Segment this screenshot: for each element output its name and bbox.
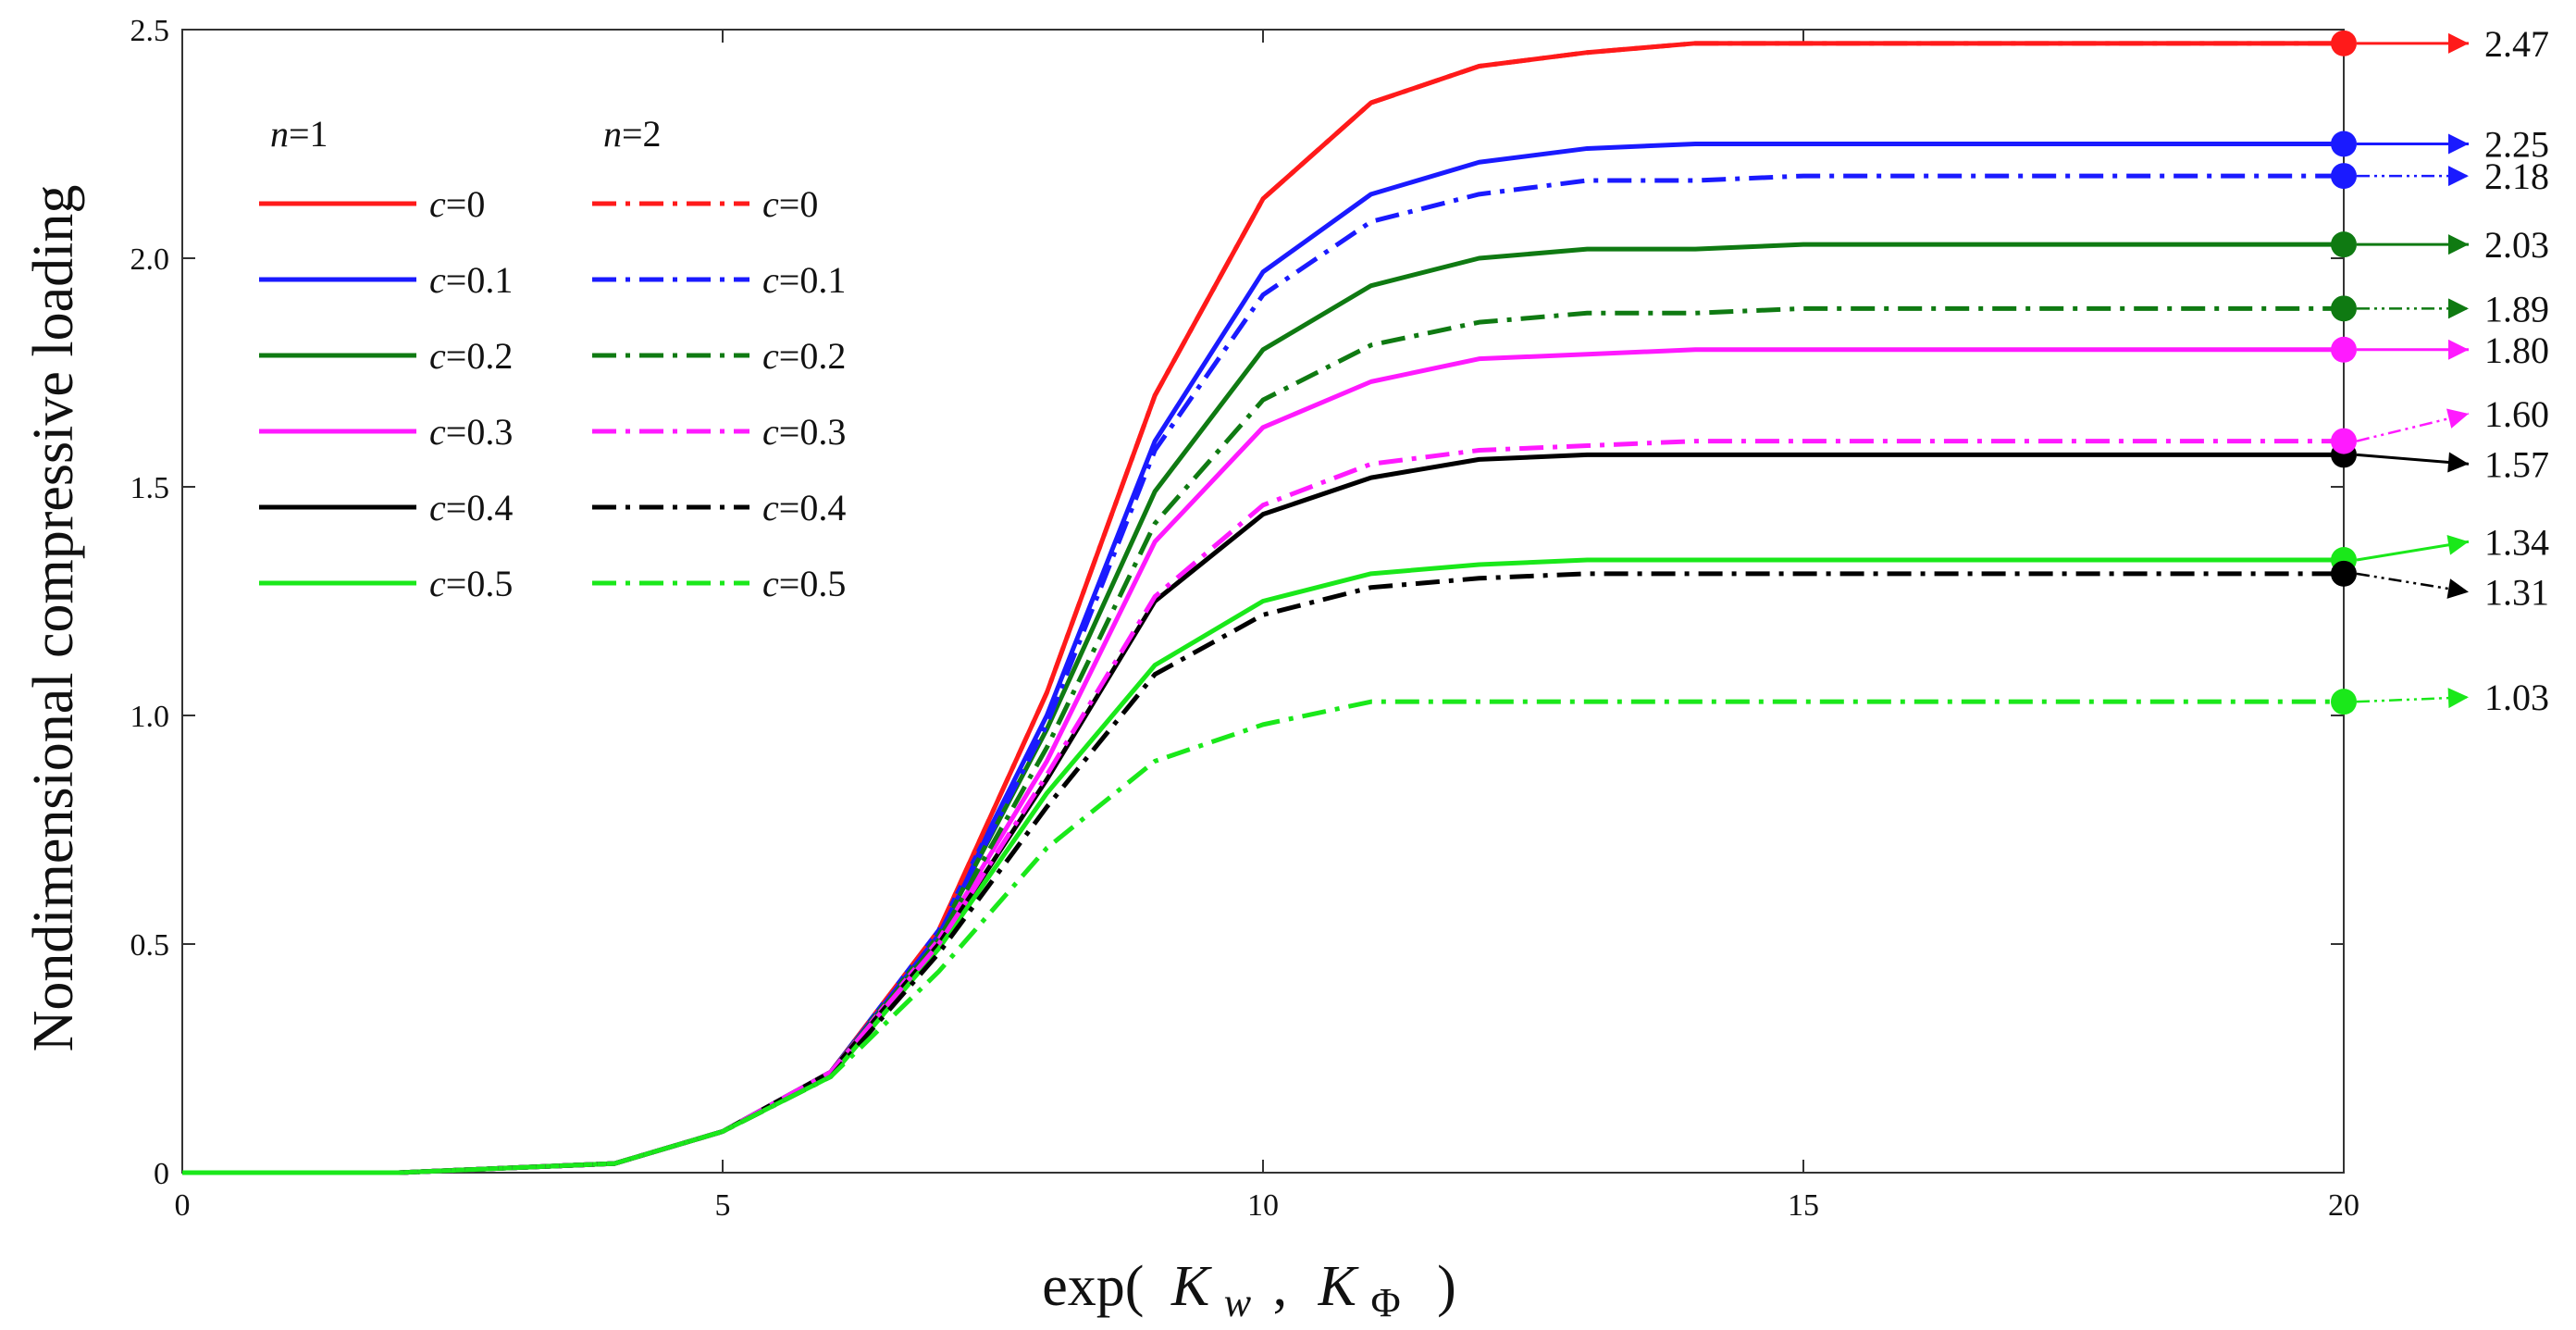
end-value-label: 1.89 [2484,288,2549,329]
y-tick-label: 2.0 [130,242,170,277]
end-value-label: 1.03 [2484,677,2549,718]
legend-group-title: n=1 [270,113,328,155]
value-arrow [2356,408,2470,442]
series-end-marker [2331,295,2357,322]
axes: 0 5 10 15 20 0 0.5 1.0 1.5 2.0 2.5 [130,14,2360,1223]
series-end-marker [2331,428,2357,454]
legend-label: c=0.5 [762,563,846,604]
legend-label: c=0.1 [429,259,513,301]
series-line-n-2-c-0-2 [182,305,2344,1175]
legend-label: c=0.2 [762,335,846,377]
series-line-n-2-c-0-5 [182,699,2344,1175]
y-tick-label: 1.0 [130,700,170,734]
series-lines [182,41,2344,1175]
legend-label: c=0.4 [429,487,513,528]
y-tick-label: 0 [154,1157,169,1191]
series-end-marker [2331,131,2357,157]
series-end-marker [2331,336,2357,363]
legend-label: c=0 [429,183,485,225]
legend-label: c=0.2 [429,335,513,377]
legend: n=1 n=2 c=0 c=0.1 c=0.2 c=0.3 c=0.4 c=0.5 c=0 c=0… [259,113,846,604]
end-value-label: 1.80 [2484,329,2549,371]
end-value-label: 2.18 [2484,155,2549,197]
end-value-label: 1.57 [2484,443,2549,485]
series-line-n-1-c-0-5 [182,557,2344,1175]
x-tick-label: 10 [1247,1188,1279,1223]
legend-label: c=0.1 [762,259,846,301]
end-value-label: 1.31 [2484,572,2549,614]
series-line-n-2-c-0-4 [182,571,2344,1175]
series-end-marker [2331,30,2357,56]
end-value-label: 2.03 [2484,224,2549,266]
end-value-label: 2.47 [2484,23,2549,65]
value-arrow [2356,534,2470,562]
legend-label: c=0 [762,183,818,225]
legend-label: c=0.3 [429,411,513,453]
end-value-annotations: 2.47 2.25 2.03 1.80 1.57 1.34 2.18 1.89 1.60 1.31… [2331,23,2549,718]
value-arrow [2356,688,2470,709]
series-line-n-1-c-0 [182,41,2344,1175]
x-tick-label: 15 [1788,1188,1819,1223]
y-tick-label: 1.5 [130,471,170,505]
series-line-n-1-c-0-2 [182,242,2344,1175]
x-tick-label: 20 [2328,1188,2359,1223]
legend-label: c=0.4 [762,487,846,528]
value-arrow [2356,452,2470,473]
end-value-label: 2.25 [2484,124,2549,166]
end-value-label: 1.34 [2484,521,2549,563]
series-end-marker [2331,560,2357,587]
y-axis-title: Nondimensional compressive loading [22,185,85,1052]
legend-label: c=0.5 [429,563,513,604]
y-tick-label: 0.5 [130,928,170,963]
x-tick-label: 0 [175,1188,191,1223]
value-arrow [2356,572,2470,599]
x-tick-label: 5 [715,1188,731,1223]
series-end-marker [2331,163,2357,190]
legend-group-title: n=2 [603,113,662,155]
series-line-n-1-c-0-3 [182,347,2344,1175]
end-value-label: 1.60 [2484,393,2549,435]
series-line-n-2-c-0 [182,41,2344,1175]
series-line-n-2-c-0-1 [182,173,2344,1175]
series-end-marker [2331,231,2357,258]
x-axis-title: exp( K w , K Φ ) [1042,1255,1456,1329]
y-tick-label: 2.5 [130,14,170,48]
legend-label: c=0.3 [762,411,846,453]
series-line-n-2-c-0-3 [182,439,2344,1175]
series-end-marker [2331,689,2357,715]
